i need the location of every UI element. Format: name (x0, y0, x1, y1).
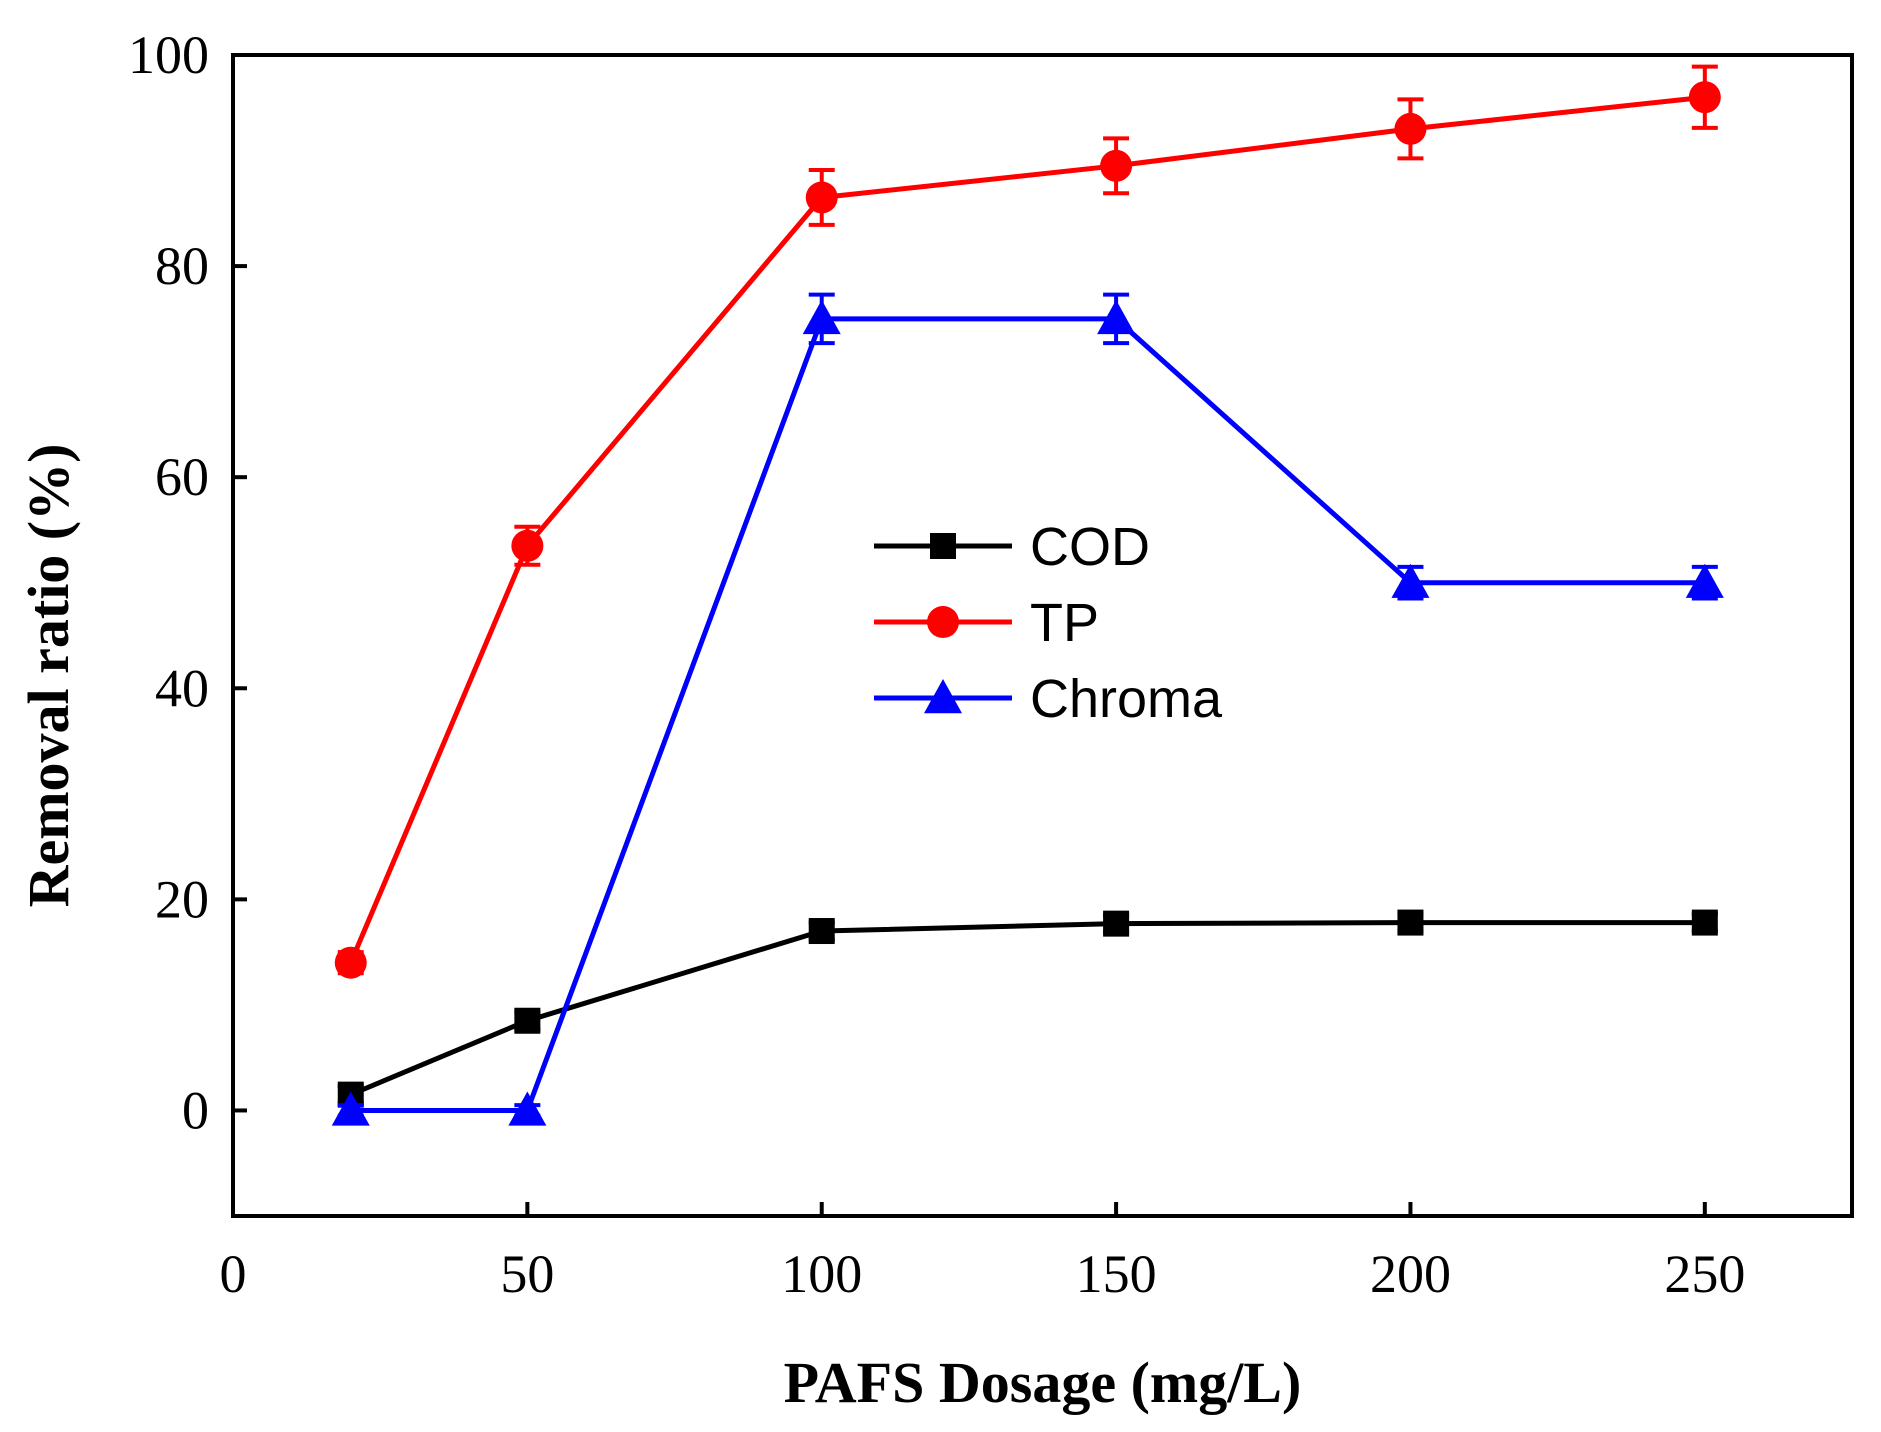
data-point-chroma (802, 299, 841, 335)
y-tick-label: 0 (182, 1080, 209, 1140)
legend-item-cod: COD (874, 517, 1150, 577)
data-point-chroma (1097, 299, 1136, 335)
data-point-chroma (1391, 563, 1430, 598)
data-point-cod (514, 1007, 541, 1034)
y-axis-title: Removal ratio (%) (16, 444, 81, 908)
data-point-tp (1688, 81, 1721, 114)
data-point-tp (511, 529, 544, 562)
data-point-cod (1103, 910, 1130, 937)
y-tick-label: 100 (128, 25, 209, 85)
x-tick-label: 100 (781, 1244, 862, 1304)
legend: COD TP Chroma (874, 517, 1223, 729)
axes: 0 50 100 150 200 250 0 20 40 60 80 100 (128, 25, 1745, 1304)
x-tick-label: 0 (220, 1244, 247, 1304)
data-point-chroma (331, 1091, 370, 1126)
data-point-chroma (1685, 563, 1724, 598)
y-tick-label: 60 (155, 447, 209, 507)
plot-area (231, 53, 1854, 1218)
series-chroma (331, 292, 1724, 1126)
data-point-tp (805, 181, 838, 214)
x-tick-label: 200 (1370, 1244, 1451, 1304)
x-tick-label: 250 (1664, 1244, 1745, 1304)
legend-item-tp: TP (874, 593, 1099, 653)
legend-label: COD (1030, 517, 1150, 577)
series-line-tp (348, 94, 1706, 964)
series-line-cod (349, 920, 1705, 1097)
legend-swatch-marker (924, 679, 962, 714)
data-point-chroma (508, 1091, 547, 1126)
x-tick-label: 150 (1076, 1244, 1157, 1304)
legend-swatch-marker (930, 533, 956, 559)
data-point-cod (1397, 909, 1424, 936)
y-tick-label: 20 (155, 869, 209, 929)
plot-frame (231, 53, 1854, 1218)
legend-swatch-marker (927, 606, 959, 638)
x-axis-title: PAFS Dosage (mg/L) (784, 1350, 1302, 1415)
data-point-cod (808, 918, 835, 945)
x-tick-label: 50 (500, 1244, 554, 1304)
series-line-chroma (350, 316, 1705, 1113)
data-point-tp (1394, 112, 1427, 145)
series-layer (331, 64, 1724, 1126)
y-tick-label: 40 (155, 658, 209, 718)
data-point-tp (1100, 149, 1133, 182)
series-cod (337, 909, 1718, 1108)
legend-label: Chroma (1030, 669, 1223, 729)
series-tp (334, 64, 1721, 979)
legend-label: TP (1030, 593, 1099, 653)
data-point-tp (334, 946, 367, 979)
legend-item-chroma: Chroma (874, 669, 1223, 729)
y-tick-label: 80 (155, 236, 209, 296)
data-point-cod (1691, 909, 1718, 936)
